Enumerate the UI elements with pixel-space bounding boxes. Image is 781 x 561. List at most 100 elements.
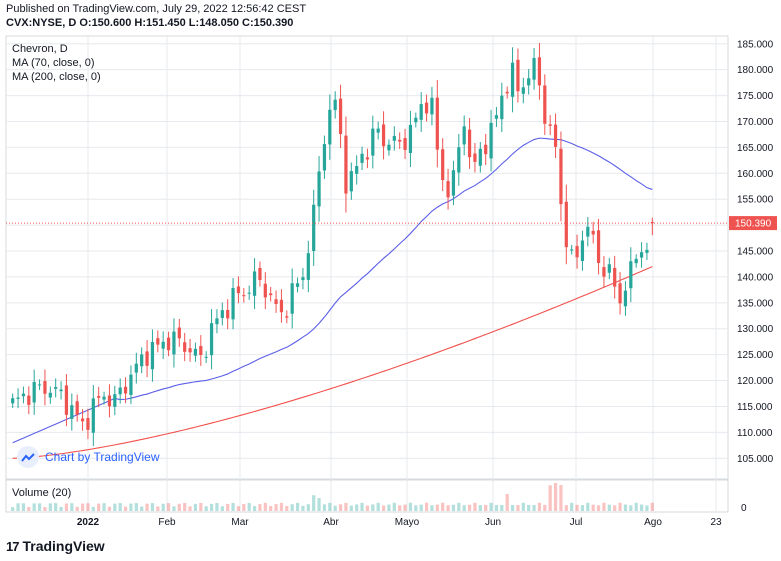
candle-body (527, 78, 531, 86)
x-tick-label: 23 (710, 517, 722, 528)
candle-body (494, 115, 499, 119)
x-tick-label: Abr (323, 517, 339, 528)
volume-bar (107, 506, 112, 511)
volume-bar (360, 502, 364, 511)
volume-bar (215, 502, 219, 511)
candle-body (118, 387, 122, 395)
candle-body (355, 166, 359, 174)
candle-body (226, 309, 230, 319)
last-price-label: 150.390 (735, 219, 772, 230)
volume-zero-label: 0 (741, 503, 747, 514)
volume-bar (188, 506, 192, 511)
candle-body (392, 136, 396, 141)
candle-body (441, 149, 445, 180)
volume-bar (333, 505, 337, 511)
candle-body (365, 157, 370, 160)
volume-bar (580, 505, 585, 511)
y-tick-label: 140.000 (737, 272, 774, 283)
last-price-marker: 150.390 (6, 216, 777, 231)
tradingview-watermark[interactable]: Chart by TradingView (17, 446, 160, 468)
candle-body (204, 356, 208, 358)
candle-body (80, 418, 85, 422)
candle-body (623, 290, 628, 307)
candle-body (548, 124, 552, 126)
cloud-icon (17, 446, 39, 468)
volume-bar (150, 503, 155, 511)
candle-body (645, 249, 649, 253)
volume-bar (559, 484, 563, 511)
tradingview-logo-icon: 17 (6, 538, 20, 554)
volume-bar (645, 505, 649, 511)
volume-bar (269, 505, 273, 511)
candle-body (54, 387, 58, 389)
candle-body (97, 396, 101, 398)
candle-body (639, 252, 644, 258)
tradingview-footer[interactable]: 17 TradingView (6, 538, 105, 554)
y-axis[interactable]: 185.000 180.000 175.000 170.000 165.000 160.0… (737, 39, 774, 514)
symbol-legend[interactable]: Chevron, D (12, 43, 68, 55)
y-tick-label: 115.000 (737, 402, 773, 413)
candle-body (467, 129, 472, 158)
volume-bar (532, 505, 536, 511)
candle-body (306, 253, 310, 280)
volume-bar (462, 505, 466, 511)
volume-bar (575, 504, 579, 511)
volume-bar (263, 502, 267, 511)
volume-bar (629, 505, 633, 511)
volume-bar (387, 504, 391, 511)
volume-bar (446, 505, 450, 511)
volume-bar (349, 505, 353, 511)
volume-bar (258, 504, 262, 511)
volume-bar (129, 503, 133, 511)
volume-bar (161, 503, 165, 511)
volume-bar (516, 504, 520, 511)
volume-bar (59, 506, 63, 511)
ma70-legend[interactable]: MA (70, close, 0) (12, 57, 95, 69)
candle-body (580, 240, 585, 261)
ma200-legend[interactable]: MA (200, close, 0) (12, 71, 101, 83)
y-tick-label: 160.000 (737, 169, 774, 180)
x-tick-label: Feb (158, 517, 176, 528)
candle-body (70, 405, 74, 419)
volume-bar (204, 506, 208, 511)
volume-bar (80, 503, 85, 511)
volume-bar (494, 505, 499, 511)
volume-bar (118, 503, 122, 511)
volume-bar (355, 504, 359, 511)
candle-body (424, 102, 429, 114)
candle-body (376, 128, 380, 133)
volume-bar (21, 503, 26, 511)
volume-bar (322, 504, 327, 511)
candle-body (634, 258, 638, 264)
volume-bar (613, 505, 617, 511)
candle-body (510, 62, 515, 97)
candle-body (43, 381, 47, 394)
y-tick-label: 185.000 (737, 39, 774, 50)
candle-body (650, 222, 654, 224)
candle-body (591, 230, 595, 235)
volume-bar (381, 505, 386, 511)
volume-legend[interactable]: Volume (20) (12, 487, 72, 499)
ma70-line (12, 137, 653, 444)
candles (11, 42, 654, 447)
candle-body (317, 171, 321, 207)
candle-body (435, 97, 439, 150)
volume-bar (338, 504, 343, 511)
x-tick-label: Mar (231, 517, 249, 528)
volume-bar (43, 507, 47, 511)
candle-body (37, 384, 42, 386)
volume-bar (220, 506, 224, 511)
volume-bar (543, 504, 547, 511)
candle-body (505, 91, 509, 94)
ma200-series (12, 266, 653, 459)
watermark-text: Chart by TradingView (45, 450, 160, 464)
volume-bar (317, 498, 321, 511)
volume-bar (398, 505, 402, 511)
volume-bar (295, 502, 300, 511)
candle-body (21, 393, 26, 397)
x-axis[interactable]: 2022 Feb Mar Abr Mayo Jun Jul Ago 23 (77, 517, 722, 528)
candle-body (252, 271, 257, 296)
volume-bar (123, 506, 128, 511)
y-tick-label: 155.000 (737, 195, 774, 206)
